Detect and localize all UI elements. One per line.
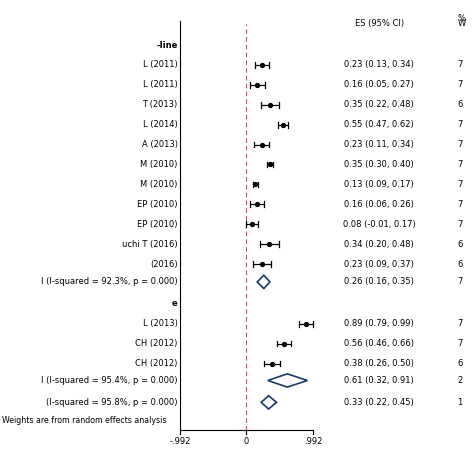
Text: 0.13 (0.09, 0.17): 0.13 (0.09, 0.17) <box>344 180 414 189</box>
Text: 0.38 (0.26, 0.50): 0.38 (0.26, 0.50) <box>344 359 414 368</box>
Text: 0.33 (0.22, 0.45): 0.33 (0.22, 0.45) <box>344 398 414 407</box>
Text: 0.56 (0.46, 0.66): 0.56 (0.46, 0.66) <box>344 339 414 348</box>
Text: 7: 7 <box>457 160 463 169</box>
Text: 0.55 (0.47, 0.62): 0.55 (0.47, 0.62) <box>344 120 414 129</box>
Text: 6: 6 <box>457 260 463 268</box>
Text: 0.16 (0.06, 0.26): 0.16 (0.06, 0.26) <box>344 200 414 209</box>
Text: 7: 7 <box>457 81 463 89</box>
Text: M (2010): M (2010) <box>140 160 178 169</box>
Text: L (2013): L (2013) <box>143 319 178 328</box>
Text: 6: 6 <box>457 359 463 368</box>
Text: %: % <box>457 14 465 23</box>
Text: 0.35 (0.22, 0.48): 0.35 (0.22, 0.48) <box>344 100 414 109</box>
Text: 7: 7 <box>457 339 463 348</box>
Text: 6: 6 <box>457 240 463 248</box>
Text: 7: 7 <box>457 220 463 228</box>
Text: ES (95% CI): ES (95% CI) <box>355 19 404 28</box>
Text: 7: 7 <box>457 200 463 209</box>
Text: CH (2012): CH (2012) <box>136 339 178 348</box>
Text: 7: 7 <box>457 277 463 286</box>
Text: EP (2010): EP (2010) <box>137 200 178 209</box>
Text: 0.35 (0.30, 0.40): 0.35 (0.30, 0.40) <box>344 160 414 169</box>
Text: 0.89 (0.79, 0.99): 0.89 (0.79, 0.99) <box>344 319 414 328</box>
Text: T (2013): T (2013) <box>143 100 178 109</box>
Text: 0.08 (-0.01, 0.17): 0.08 (-0.01, 0.17) <box>343 220 416 228</box>
Text: 7: 7 <box>457 120 463 129</box>
Text: -.992: -.992 <box>169 438 191 447</box>
Text: 2: 2 <box>457 376 463 385</box>
Text: L (2011): L (2011) <box>143 61 178 69</box>
Text: (I-squared = 95.8%, p = 0.000): (I-squared = 95.8%, p = 0.000) <box>46 398 178 407</box>
Text: -line: -line <box>156 41 178 49</box>
Text: 7: 7 <box>457 180 463 189</box>
Text: I (I-squared = 95.4%, p = 0.000): I (I-squared = 95.4%, p = 0.000) <box>41 376 178 385</box>
Text: M (2010): M (2010) <box>140 180 178 189</box>
Text: W: W <box>457 19 465 28</box>
Text: I (I-squared = 92.3%, p = 0.000): I (I-squared = 92.3%, p = 0.000) <box>41 277 178 286</box>
Text: CH (2012): CH (2012) <box>136 359 178 368</box>
Text: 1: 1 <box>457 398 463 407</box>
Text: 0.23 (0.09, 0.37): 0.23 (0.09, 0.37) <box>344 260 414 268</box>
Text: 0.34 (0.20, 0.48): 0.34 (0.20, 0.48) <box>344 240 414 248</box>
Text: 0.61 (0.32, 0.91): 0.61 (0.32, 0.91) <box>344 376 414 385</box>
Text: e: e <box>172 300 178 308</box>
Text: L (2014): L (2014) <box>143 120 178 129</box>
Text: 7: 7 <box>457 140 463 149</box>
Text: 7: 7 <box>457 319 463 328</box>
Text: (2016): (2016) <box>150 260 178 268</box>
Text: L (2011): L (2011) <box>143 81 178 89</box>
Text: 6: 6 <box>457 100 463 109</box>
Text: 7: 7 <box>457 61 463 69</box>
Text: 0.16 (0.05, 0.27): 0.16 (0.05, 0.27) <box>344 81 414 89</box>
Text: 0: 0 <box>244 438 249 447</box>
Text: 0.23 (0.13, 0.34): 0.23 (0.13, 0.34) <box>344 61 414 69</box>
Text: A (2013): A (2013) <box>142 140 178 149</box>
Text: 0.23 (0.11, 0.34): 0.23 (0.11, 0.34) <box>344 140 414 149</box>
Text: 0.26 (0.16, 0.35): 0.26 (0.16, 0.35) <box>344 277 414 286</box>
Text: uchi T (2016): uchi T (2016) <box>122 240 178 248</box>
Text: Weights are from random effects analysis: Weights are from random effects analysis <box>2 416 167 425</box>
Text: EP (2010): EP (2010) <box>137 220 178 228</box>
Text: .992: .992 <box>304 438 322 447</box>
